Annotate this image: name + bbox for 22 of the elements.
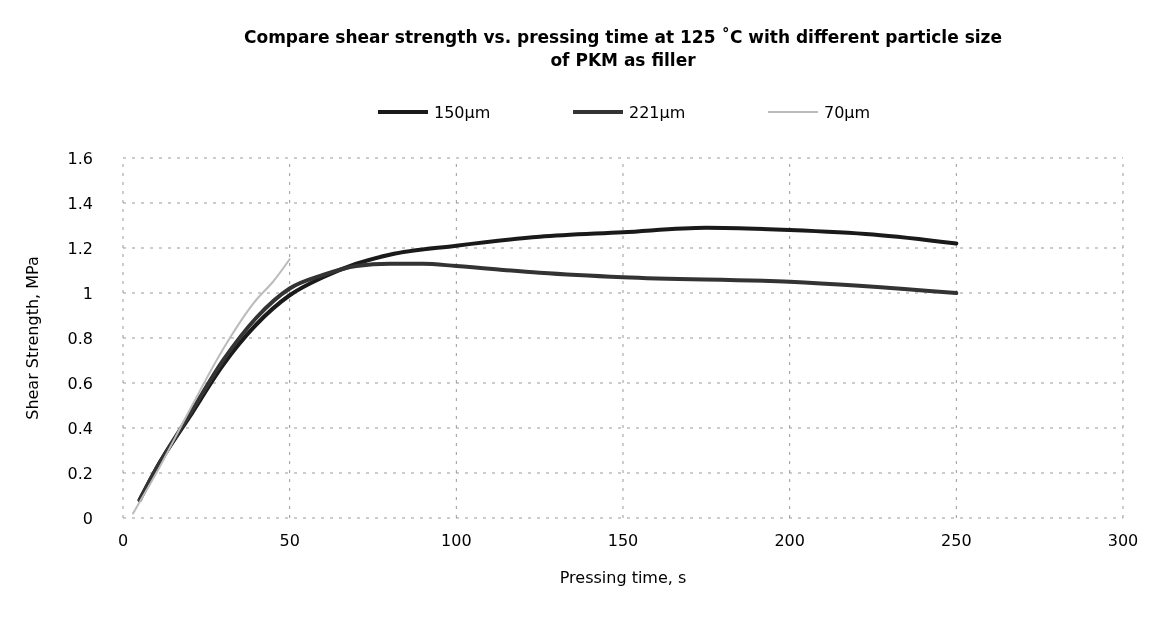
y-tick-label: 1 [82, 284, 93, 303]
x-tick-label: 300 [1107, 531, 1139, 550]
y-tick-label: 1.2 [67, 239, 93, 258]
y-tick-label: 0.8 [67, 329, 93, 348]
x-tick-label: 250 [941, 531, 972, 550]
x-tick-label: 100 [441, 531, 472, 550]
y-tick-label: 0.6 [67, 374, 93, 393]
y-axis-title: Shear Strength, MPa [23, 256, 42, 420]
y-tick-label: 0.4 [67, 419, 93, 438]
legend-label: 221µm [629, 103, 686, 122]
legend-label: 150µm [434, 103, 491, 122]
chart-title: Compare shear strength vs. pressing time at 125 ˚C with different particle size of PKM as filler [243, 26, 1003, 70]
x-tick-label: 50 [279, 531, 300, 550]
y-tick-label: 1.4 [67, 194, 93, 213]
legend-label: 70µm [824, 103, 871, 122]
y-tick-label: 0.2 [67, 464, 93, 483]
x-tick-label: 150 [607, 531, 639, 550]
y-tick-label: 0 [82, 509, 93, 528]
x-axis-title: Pressing time, s [559, 568, 687, 587]
x-tick-label: 0 [117, 531, 129, 550]
y-tick-label: 1.6 [67, 149, 93, 168]
x-tick-label: 200 [774, 531, 805, 550]
